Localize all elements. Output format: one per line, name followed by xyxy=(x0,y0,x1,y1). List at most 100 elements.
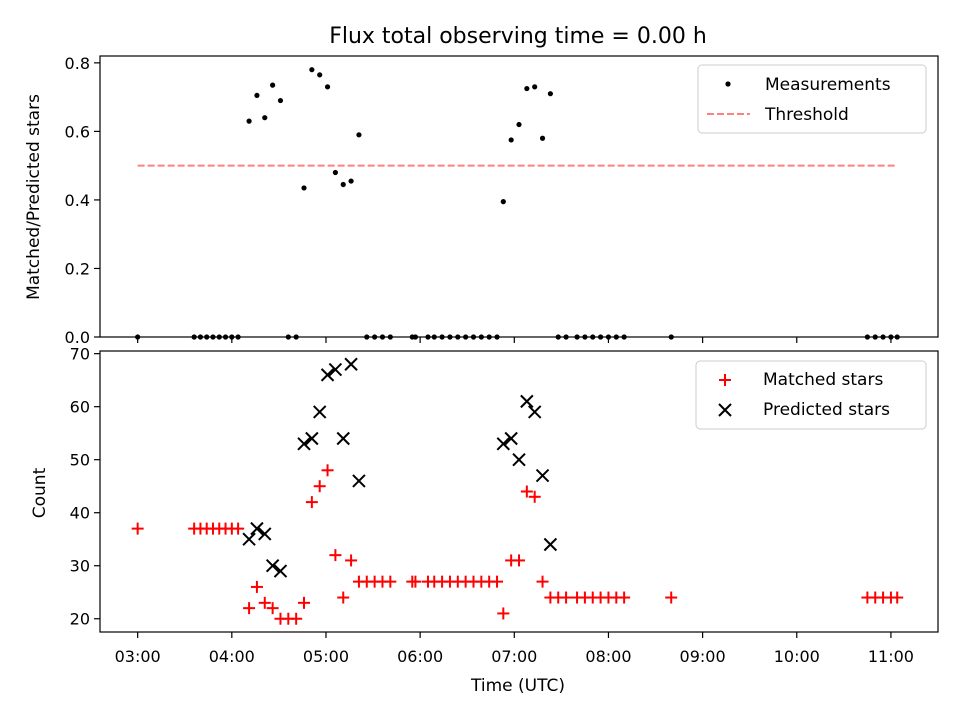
measurement-point xyxy=(356,132,362,138)
bottom-x-tick-label: 04:00 xyxy=(209,647,255,666)
predicted-star-point xyxy=(305,431,319,446)
predicted-star-point xyxy=(535,468,550,483)
bottom-x-tick-label: 03:00 xyxy=(115,647,161,666)
matched-star-point xyxy=(232,522,245,535)
matched-star-point xyxy=(665,591,678,604)
matched-star-point xyxy=(305,496,318,509)
measurement-point xyxy=(348,178,354,184)
bottom-y-ticks: 20 30 40 50 60 70 xyxy=(70,345,100,629)
bottom-x-tick-label: 05:00 xyxy=(303,647,349,666)
bottom-x-tick-label: 07:00 xyxy=(491,647,537,666)
bottom-y-tick-label: 50 xyxy=(70,451,90,470)
bottom-x-tick-label: 09:00 xyxy=(680,647,726,666)
measurement-point xyxy=(500,199,506,205)
matched-star-point xyxy=(560,591,573,604)
predicted-star-point xyxy=(320,368,335,382)
bottom-y-tick-label: 30 xyxy=(70,557,90,576)
predicted-star-point xyxy=(512,452,526,467)
legend-measurements-label: Measurements xyxy=(765,75,891,95)
bottom-y-tick-label: 40 xyxy=(70,504,90,523)
top-y-tick-label: 0.8 xyxy=(65,54,90,73)
matched-star-point xyxy=(131,522,144,535)
measurement-point xyxy=(277,97,284,104)
top-legend-box xyxy=(697,64,927,134)
top-y-tick-label: 0.2 xyxy=(65,259,90,278)
bottom-panel: 20 30 40 50 60 70 03:00 04:00 05:00 06:00 07:00 08… xyxy=(30,345,939,696)
bottom-legend-box xyxy=(695,360,927,430)
matched-star-point xyxy=(891,591,904,604)
matched-star-point xyxy=(290,612,303,625)
matched-star-point xyxy=(513,554,525,567)
top-legend: Measurements Threshold xyxy=(697,64,927,134)
matched-star-point xyxy=(345,554,358,567)
legend-measurements-marker xyxy=(725,81,731,87)
bottom-y-tick-label: 60 xyxy=(70,398,90,417)
legend-predicted-marker xyxy=(718,403,732,417)
measurement-point xyxy=(539,135,546,141)
matched-star-point xyxy=(313,480,326,493)
bottom-marks xyxy=(131,357,904,625)
measurement-point xyxy=(340,181,346,188)
matched-star-point xyxy=(250,580,263,593)
bottom-x-tick-label: 11:00 xyxy=(868,647,914,666)
predicted-star-point xyxy=(336,431,350,446)
measurement-point xyxy=(516,121,522,128)
chart-title: Flux total observing time = 0.00 h xyxy=(329,24,707,49)
bottom-y-tick-label: 20 xyxy=(70,610,90,629)
matched-star-point xyxy=(329,549,342,562)
matched-star-point xyxy=(384,575,397,588)
predicted-star-point xyxy=(328,362,343,377)
predicted-star-point xyxy=(258,527,272,541)
predicted-star-point xyxy=(543,537,558,552)
bottom-x-ticks: 03:00 04:00 05:00 06:00 07:00 08:00 09:00 10:00… xyxy=(115,632,914,666)
matched-star-point xyxy=(337,591,350,604)
matched-star-point xyxy=(520,485,533,498)
top-y-tick-label: 0.6 xyxy=(65,122,90,141)
matched-star-point xyxy=(321,464,334,477)
predicted-star-point xyxy=(527,405,542,419)
measurement-point xyxy=(524,85,530,92)
matched-star-point xyxy=(536,575,549,588)
bottom-x-axis-label: Time (UTC) xyxy=(470,676,565,696)
matched-star-point xyxy=(491,575,504,588)
predicted-star-point xyxy=(312,405,327,419)
predicted-star-point xyxy=(344,357,358,371)
bottom-axes-frame xyxy=(99,350,939,633)
matched-star-point xyxy=(298,596,311,609)
top-panel: 0.00.20.40.60.8 Matched/Predicted stars … xyxy=(24,54,939,347)
bottom-y-axis-label: Count xyxy=(30,467,50,518)
legend-matched-label: Matched stars xyxy=(763,370,883,390)
matched-star-point xyxy=(528,490,541,503)
matched-star-point xyxy=(618,591,631,604)
predicted-star-point xyxy=(352,474,366,488)
measurement-point xyxy=(270,82,276,88)
bottom-legend: Matched stars Predicted stars xyxy=(695,360,927,430)
measurement-point xyxy=(324,84,331,90)
predicted-star-point xyxy=(496,437,511,451)
predicted-star-point xyxy=(265,559,280,573)
matched-star-point xyxy=(258,596,271,609)
measurement-point xyxy=(309,67,315,73)
top-y-tick-label: 0.4 xyxy=(65,191,90,210)
matched-star-point xyxy=(409,575,422,588)
measurement-point xyxy=(547,91,553,97)
top-y-ticks: 0.0 0.2 0.4 0.6 0.8 xyxy=(65,54,100,347)
bottom-x-tick-label: 08:00 xyxy=(585,647,631,666)
bottom-x-tick-label: 10:00 xyxy=(774,647,820,666)
top-y-tick-label: 0.0 xyxy=(65,328,90,347)
bottom-x-tick-label: 06:00 xyxy=(397,647,443,666)
measurement-point xyxy=(301,185,307,191)
measurement-point xyxy=(246,118,252,124)
predicted-star-point xyxy=(242,532,256,546)
measurement-point xyxy=(317,72,323,78)
legend-threshold-label: Threshold xyxy=(764,105,849,125)
matched-star-point xyxy=(497,607,510,620)
measurement-point xyxy=(508,137,514,143)
predicted-star-point xyxy=(273,564,288,578)
measurement-point xyxy=(532,84,538,90)
predicted-star-point xyxy=(250,521,264,536)
legend-matched-marker xyxy=(719,374,731,386)
legend-predicted-label: Predicted stars xyxy=(763,400,890,420)
matched-star-point xyxy=(243,602,256,615)
